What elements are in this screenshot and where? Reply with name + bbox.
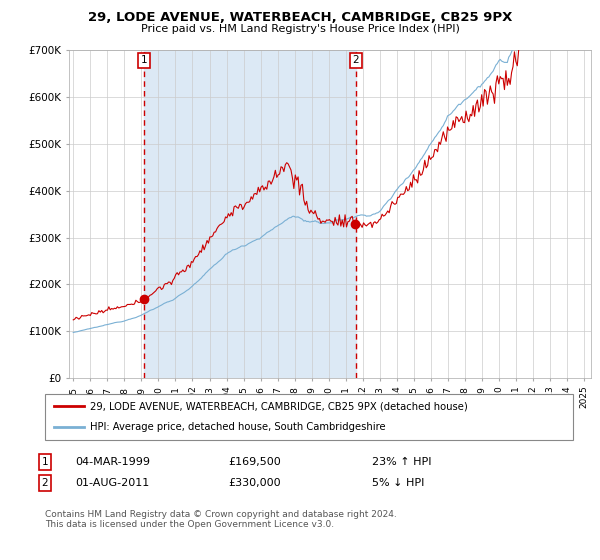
Text: 1: 1 bbox=[141, 55, 148, 66]
Text: 2: 2 bbox=[352, 55, 359, 66]
Text: 1: 1 bbox=[41, 457, 49, 467]
Text: Contains HM Land Registry data © Crown copyright and database right 2024.
This d: Contains HM Land Registry data © Crown c… bbox=[45, 510, 397, 529]
Text: 04-MAR-1999: 04-MAR-1999 bbox=[75, 457, 150, 467]
Bar bbox=[144, 50, 356, 378]
Text: 5% ↓ HPI: 5% ↓ HPI bbox=[372, 478, 424, 488]
Text: £330,000: £330,000 bbox=[228, 478, 281, 488]
Text: 29, LODE AVENUE, WATERBEACH, CAMBRIDGE, CB25 9PX (detached house): 29, LODE AVENUE, WATERBEACH, CAMBRIDGE, … bbox=[90, 401, 468, 411]
Text: 2: 2 bbox=[41, 478, 49, 488]
Text: 01-AUG-2011: 01-AUG-2011 bbox=[75, 478, 149, 488]
Text: Price paid vs. HM Land Registry's House Price Index (HPI): Price paid vs. HM Land Registry's House … bbox=[140, 24, 460, 34]
Text: £169,500: £169,500 bbox=[228, 457, 281, 467]
Text: 29, LODE AVENUE, WATERBEACH, CAMBRIDGE, CB25 9PX: 29, LODE AVENUE, WATERBEACH, CAMBRIDGE, … bbox=[88, 11, 512, 24]
Text: HPI: Average price, detached house, South Cambridgeshire: HPI: Average price, detached house, Sout… bbox=[90, 422, 386, 432]
Text: 23% ↑ HPI: 23% ↑ HPI bbox=[372, 457, 431, 467]
